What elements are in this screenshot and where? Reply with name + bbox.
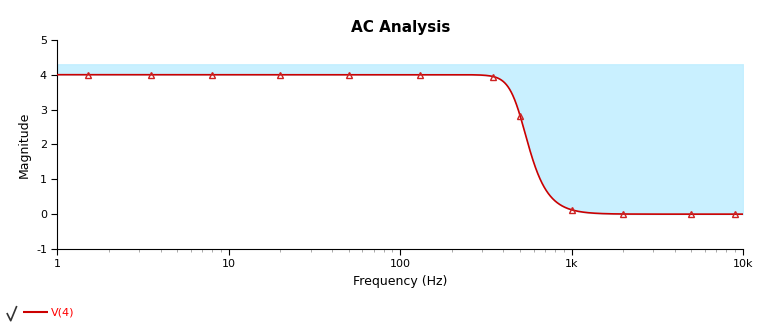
Y-axis label: Magnitude: Magnitude (18, 111, 31, 178)
Title: AC Analysis: AC Analysis (351, 20, 450, 35)
Text: V(4): V(4) (51, 307, 74, 317)
X-axis label: Frequency (Hz): Frequency (Hz) (353, 275, 447, 288)
